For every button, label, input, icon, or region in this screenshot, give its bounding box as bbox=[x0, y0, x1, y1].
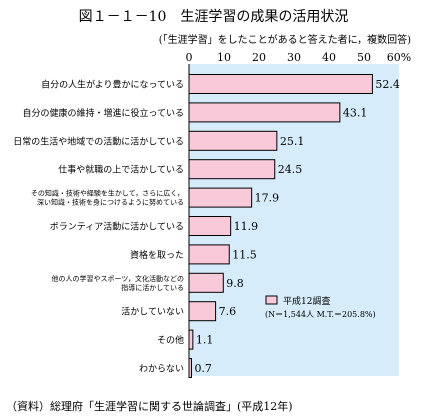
category-label: 深い知識・技術を身につけるように努めている bbox=[37, 198, 184, 207]
bar bbox=[188, 329, 194, 350]
bar bbox=[188, 187, 253, 208]
value-label: 1.1 bbox=[196, 334, 214, 347]
x-tick-label: 50 bbox=[357, 51, 371, 64]
value-label: 0.7 bbox=[194, 362, 212, 375]
category-label: 他の人の学習やスポーツ，文化活動などの bbox=[51, 274, 184, 283]
category-label: 自分の人生がより豊かになっている bbox=[41, 79, 184, 91]
x-tick-label: 0 bbox=[186, 51, 193, 64]
value-label: 24.5 bbox=[278, 163, 303, 176]
bar bbox=[188, 130, 278, 151]
value-label: 7.6 bbox=[219, 305, 237, 318]
source-note: （資料）総理府「生涯学習に関する世論調査」(平成12年) bbox=[6, 400, 293, 413]
bar bbox=[188, 159, 276, 180]
legend-label: 平成12調査 bbox=[283, 295, 330, 307]
bar bbox=[188, 244, 230, 265]
x-tick-label: 60% bbox=[387, 51, 411, 64]
category-label: その他 bbox=[157, 334, 184, 346]
bar bbox=[188, 74, 373, 94]
value-label: 52.4 bbox=[375, 78, 400, 91]
x-tick-label: 20 bbox=[252, 51, 266, 64]
category-labels: 自分の人生がより豊かになっている自分の健康の維持・増進に役立っている日常の生活や… bbox=[13, 79, 184, 375]
value-label: 9.8 bbox=[226, 277, 244, 290]
x-tick-label: 10 bbox=[217, 51, 231, 64]
category-label: 資格を取った bbox=[130, 249, 184, 261]
bar bbox=[188, 301, 217, 322]
value-label: 25.1 bbox=[280, 135, 305, 148]
x-axis: 0 10 20 30 40 50 60% bbox=[186, 51, 412, 64]
category-label: 活かしていない bbox=[121, 306, 184, 318]
value-label: 11.5 bbox=[232, 248, 257, 261]
category-label: ボランティア活動に活かしている bbox=[50, 221, 184, 233]
chart-subtitle: (「生涯学習」をしたことがあると答えた者に，複数回答) bbox=[158, 35, 411, 46]
bars bbox=[188, 74, 373, 378]
bar bbox=[188, 102, 341, 123]
category-label: わからない bbox=[139, 364, 184, 375]
bar bbox=[188, 216, 232, 236]
page-title: 図１－１－10 生涯学習の成果の活用状況 bbox=[78, 9, 349, 25]
value-labels: 52.4 43.1 25.1 24.5 17.9 11.9 11.5 9.8 7.6 1.1 0.7 bbox=[194, 78, 399, 375]
category-label: 日常の生活や地域での活動に活かしている bbox=[13, 135, 184, 147]
value-label: 11.9 bbox=[234, 220, 259, 233]
value-label: 17.9 bbox=[255, 192, 280, 205]
legend-swatch bbox=[265, 295, 278, 305]
value-label: 43.1 bbox=[343, 106, 368, 119]
legend: 平成12調査 (N＝1,544人 M.T.＝205.8%) bbox=[265, 295, 376, 319]
x-tick-label: 40 bbox=[322, 51, 336, 64]
category-label: その知識・技術や経験を生かして，さらに広く， bbox=[31, 189, 184, 198]
bar bbox=[188, 272, 224, 293]
category-label: 自分の健康の維持・増進に役立っている bbox=[22, 107, 184, 119]
legend-note: (N＝1,544人 M.T.＝205.8%) bbox=[265, 310, 376, 319]
category-label: 仕事や就職の上で活かしている bbox=[58, 164, 184, 176]
x-tick-label: 30 bbox=[287, 51, 301, 64]
category-label: 指導に活かしている bbox=[121, 283, 184, 292]
